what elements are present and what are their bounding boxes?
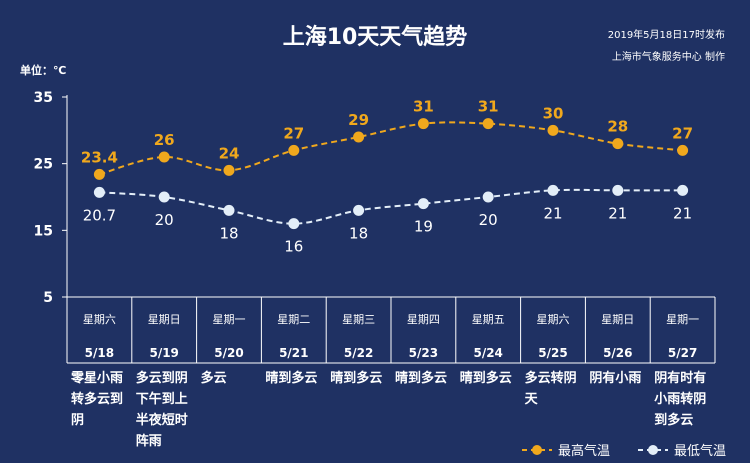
weather-text: 零星小雨 [70,371,123,386]
legend-label-high: 最高气温 [558,443,610,459]
date-label: 5/27 [668,346,697,360]
low-temp-point [353,204,365,216]
high-temp-point [677,144,689,156]
high-temp-point [288,144,300,156]
low-temp-label: 19 [414,218,433,236]
weather-text: 下午到上 [136,391,188,407]
date-label: 5/26 [603,346,632,360]
weather-text: 阵雨 [136,433,162,449]
y-ticks: 5 15 25 35 [34,90,67,306]
y-tick-label: 35 [34,90,53,106]
series-lines [99,121,683,225]
weather-text: 阴有小雨 [589,370,641,386]
legend-marker-low [648,445,658,455]
publisher: 上海市气象服务中心 制作 [612,50,725,63]
low-temp-point [158,191,170,203]
date-label: 5/25 [538,346,567,360]
high-temp-point [482,118,494,130]
unit-label: 单位：℃ [20,63,66,77]
date-label: 5/19 [149,346,178,360]
high-temp-label: 29 [348,111,369,129]
weather-text: 阴有时有 [654,370,706,386]
weekday-label: 星期日 [148,313,181,326]
low-temp-label: 20 [155,211,174,229]
high-temp-label: 27 [283,124,304,142]
y-tick-label: 5 [43,290,53,306]
high-temp-label: 23.4 [81,148,118,166]
weekday-label: 星期一 [666,313,699,326]
low-temp-label: 21 [543,204,562,222]
low-temp-label: 18 [349,224,368,242]
publish-info: 2019年5月18日17时发布 [608,28,725,41]
weekday-label: 星期二 [277,313,310,326]
high-temp-label: 28 [607,118,628,136]
high-temp-point [93,168,105,180]
weather-text: 多云到阴 [136,370,188,386]
weather-text: 多云转阴 [525,370,577,386]
weather-text: 小雨转阴 [654,391,706,407]
series-labels: 23.4 26 24 27 29 31 31 30 28 27 20.7 20 18 16 18 19 20 21… [81,98,693,256]
low-temp-point [93,186,105,198]
weekday-label: 星期六 [83,313,116,326]
high-temp-label: 31 [413,98,434,116]
weather-text: 多云 [201,370,227,386]
weather-text: 转多云到 [71,391,123,407]
low-temp-label: 18 [219,224,238,242]
weekday-label: 星期三 [342,313,375,326]
weekday-label: 星期六 [537,313,570,326]
weather-text: 晴到多云 [460,370,512,386]
weather-text: 晴到多云 [330,370,382,386]
low-temp-point [223,204,235,216]
high-temp-label: 31 [478,98,499,116]
high-temp-point [547,124,559,136]
weather-text: 阴 [71,413,84,428]
high-temp-point [417,118,429,130]
date-label: 5/22 [344,346,373,360]
low-temp-label: 21 [608,204,627,222]
high-temp-line [99,121,683,176]
weather-text: 半夜短时 [136,412,188,428]
date-label: 5/23 [409,346,438,360]
date-label: 5/20 [214,346,243,360]
weather-text: 晴到多云 [265,370,317,386]
chart-title: 上海10天天气趋势 [283,24,468,50]
weekday-label: 星期一 [213,313,246,326]
low-temp-point [288,218,300,230]
low-temp-point [482,191,494,203]
date-label: 5/24 [473,346,502,360]
legend: 最高气温 最低气温 [522,443,726,459]
low-temp-point [612,184,624,196]
high-temp-point [612,138,624,150]
high-temp-point [353,131,365,143]
weather-text: 到多云 [654,412,693,428]
low-temp-point [677,184,689,196]
high-temp-label: 24 [219,144,240,162]
legend-marker-high [532,445,542,455]
legend-label-low: 最低气温 [674,443,726,459]
low-temp-line [99,188,683,225]
date-label: 5/18 [85,346,114,360]
weather-text: 天 [525,392,539,407]
low-temp-label: 20.7 [83,206,116,224]
high-temp-point [223,164,235,176]
low-temp-point [417,198,429,210]
series-points [93,118,689,230]
weekday-label: 星期日 [601,313,634,326]
y-tick-label: 15 [34,223,53,239]
weekday-label: 星期四 [407,313,440,326]
low-temp-point [547,184,559,196]
high-temp-label: 26 [154,131,175,149]
low-temp-label: 21 [673,204,692,222]
high-temp-label: 30 [543,104,564,122]
weather-text: 晴到多云 [395,370,447,386]
y-tick-label: 25 [34,157,53,173]
weekday-label: 星期五 [472,313,505,326]
high-temp-point [158,151,170,163]
low-temp-label: 16 [284,238,303,256]
date-label: 5/21 [279,346,308,360]
high-temp-label: 27 [672,124,693,142]
low-temp-label: 20 [479,211,498,229]
